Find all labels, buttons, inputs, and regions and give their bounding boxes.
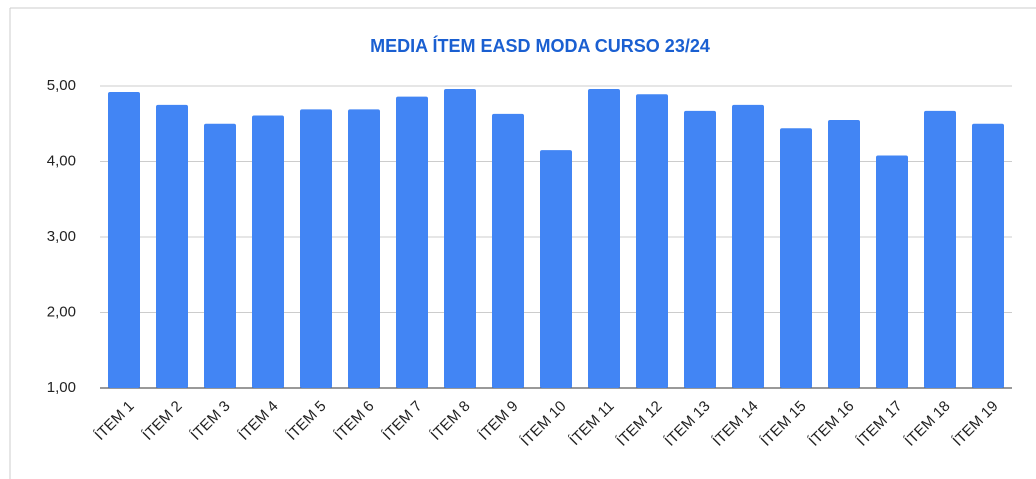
bar — [780, 128, 812, 388]
bar — [492, 113, 524, 388]
x-tick-label: ÍTEM 1 — [91, 398, 137, 444]
x-tick-label: ÍTEM 14 — [710, 398, 762, 450]
x-tick-label: ÍTEM 4 — [235, 398, 281, 444]
bar — [924, 110, 956, 388]
bar — [732, 104, 764, 388]
bar — [252, 115, 284, 388]
x-tick-label: ÍTEM 16 — [806, 398, 858, 450]
x-tick-label: ÍTEM 5 — [283, 398, 329, 444]
bar — [444, 89, 476, 389]
y-tick-label: 3,00 — [47, 228, 76, 245]
bar — [540, 150, 572, 388]
y-tick-label: 4,00 — [47, 152, 76, 169]
x-tick-label: ÍTEM 13 — [662, 398, 714, 450]
x-tick-label: ÍTEM 19 — [950, 398, 1002, 450]
bar — [108, 92, 140, 388]
x-tick-label: ÍTEM 8 — [427, 398, 473, 444]
bar — [636, 94, 668, 389]
x-tick-label: ÍTEM 15 — [758, 398, 810, 450]
x-tick-label: ÍTEM 3 — [187, 398, 233, 444]
bar — [684, 110, 716, 388]
y-tick-label: 5,00 — [47, 77, 76, 94]
y-tick-label: 1,00 — [47, 379, 76, 396]
x-tick-label: ÍTEM 11 — [566, 398, 617, 449]
x-tick-label: ÍTEM 18 — [902, 398, 954, 450]
x-tick-label: ÍTEM 9 — [475, 398, 521, 444]
bar — [300, 109, 332, 388]
x-tick-label: ÍTEM 17 — [854, 398, 906, 450]
chart-title: MEDIA ÍTEM EASD MODA CURSO 23/24 — [370, 35, 710, 56]
bar — [972, 123, 1004, 388]
x-tick-label: ÍTEM 7 — [379, 398, 425, 444]
x-tick-label: ÍTEM 6 — [331, 398, 377, 444]
bar — [588, 89, 620, 389]
bar — [396, 96, 428, 388]
bar — [204, 123, 236, 388]
x-tick-label: ÍTEM 10 — [518, 398, 570, 450]
x-tick-label: ÍTEM 2 — [139, 398, 185, 444]
bar — [348, 109, 380, 388]
x-tick-label: ÍTEM 12 — [614, 398, 666, 450]
y-tick-label: 2,00 — [47, 303, 76, 320]
bar — [876, 155, 908, 388]
bar — [828, 119, 860, 388]
bar — [156, 104, 188, 388]
